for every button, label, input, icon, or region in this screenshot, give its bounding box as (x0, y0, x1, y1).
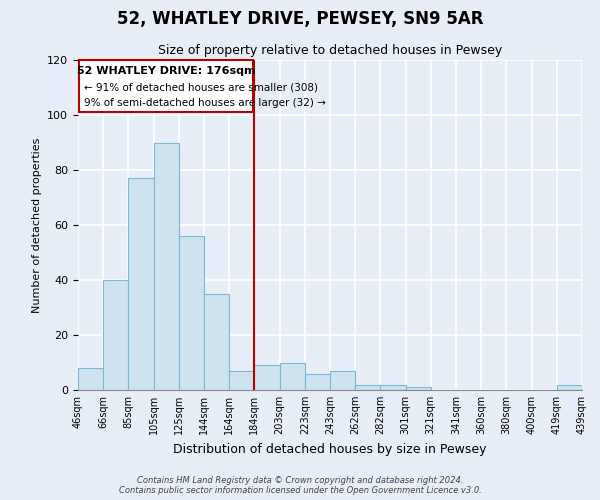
Text: ← 91% of detached houses are smaller (308): ← 91% of detached houses are smaller (30… (84, 82, 319, 92)
Text: 52 WHATLEY DRIVE: 176sqm: 52 WHATLEY DRIVE: 176sqm (77, 66, 256, 76)
Text: 9% of semi-detached houses are larger (32) →: 9% of semi-detached houses are larger (3… (84, 98, 326, 108)
Y-axis label: Number of detached properties: Number of detached properties (32, 138, 41, 312)
Text: Contains HM Land Registry data © Crown copyright and database right 2024.
Contai: Contains HM Land Registry data © Crown c… (119, 476, 481, 495)
Bar (305, 374, 330, 390)
Bar (355, 384, 380, 390)
Text: 52, WHATLEY DRIVE, PEWSEY, SN9 5AR: 52, WHATLEY DRIVE, PEWSEY, SN9 5AR (117, 10, 483, 28)
Bar (406, 387, 431, 390)
Bar (380, 384, 406, 390)
Title: Size of property relative to detached houses in Pewsey: Size of property relative to detached ho… (158, 44, 502, 58)
X-axis label: Distribution of detached houses by size in Pewsey: Distribution of detached houses by size … (173, 442, 487, 456)
Bar (128, 178, 154, 390)
Bar (78, 368, 103, 390)
Bar (330, 371, 355, 390)
Bar (557, 384, 582, 390)
Bar (179, 236, 204, 390)
Bar (79, 60, 253, 112)
Bar (229, 371, 254, 390)
Bar (280, 362, 305, 390)
Bar (254, 365, 280, 390)
Bar (204, 294, 229, 390)
Bar (154, 142, 179, 390)
Bar (103, 280, 128, 390)
